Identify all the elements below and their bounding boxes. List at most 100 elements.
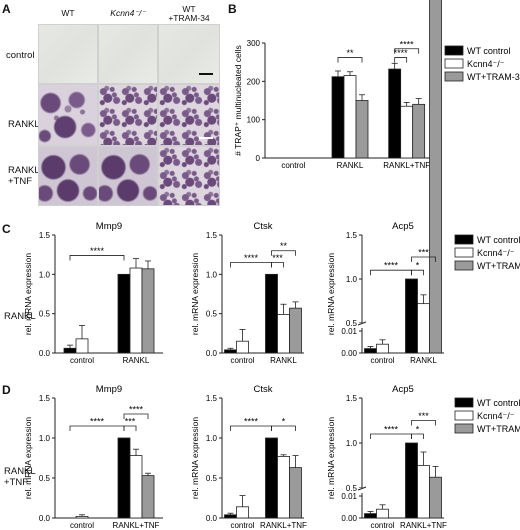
b-y-tick-label: 100: [247, 116, 261, 125]
b-sig-label: ****: [394, 48, 409, 58]
scale-bar: [199, 137, 213, 139]
b-sig-label: **: [346, 48, 354, 58]
c-legend-swatch: [454, 247, 474, 258]
d-mmp9-bar: [117, 437, 131, 519]
c-ctsk-bar: [289, 307, 302, 354]
row-label-rankl: RANKL: [8, 119, 40, 130]
d-legend-swatch: [454, 397, 474, 408]
c-ctsk-x-tick-label: RANKL: [270, 356, 297, 365]
c-mmp9-y-tick-label: 0.5: [39, 310, 51, 319]
panel-letter-b: B: [228, 2, 237, 16]
panel-letter-d: D: [2, 383, 11, 397]
c-acp5-x-tick-label: RANKL: [410, 356, 437, 365]
micrograph-wt-rankl: [38, 84, 98, 146]
d-mmp9-y-tick-label: 1.0: [39, 434, 51, 443]
c-legend-swatch: [454, 260, 474, 271]
d-legend-swatch: [454, 410, 474, 421]
c-mmp9-title: Mmp9: [96, 221, 122, 232]
d-mmp9-sig-label: ****: [90, 417, 105, 427]
b-bar: [331, 76, 345, 159]
c-ctsk-title: Ctsk: [254, 221, 273, 232]
d-mmp9-sig-bracket: [69, 425, 125, 431]
col-title-kcnn4: Kcnn4⁻/⁻: [110, 8, 146, 18]
c-mmp9-y-tick-label: 0.0: [39, 349, 51, 358]
d-ctsk-bar: [224, 514, 237, 519]
b-sig-bracket: [337, 57, 363, 63]
d-acp5-axis-break: [359, 488, 365, 493]
c-mmp9-x-tick-label: RANKL: [123, 356, 150, 365]
b-legend-swatch: [444, 58, 464, 69]
d-ctsk-y-tick-label: 1.0: [206, 434, 218, 443]
c-ctsk-sig-bracket: [271, 250, 296, 256]
c-mmp9-y-tick-label: 1.5: [39, 231, 51, 240]
d-mmp9-sig-bracket: [123, 413, 149, 419]
row-label-d: RANKL +TNF: [4, 466, 36, 488]
d-acp5-bar: [405, 442, 418, 519]
d-ctsk-sig-bracket: [230, 425, 272, 431]
c-legend-label: WT+TRAM-34: [477, 261, 520, 271]
c-ctsk-x-tick-label: control: [230, 356, 254, 365]
d-mmp9-y-tick-label: 0.5: [39, 474, 51, 483]
row-label-c: RANKL: [4, 311, 36, 322]
d-acp5-sig-bracket: [411, 420, 436, 426]
micrograph-kcnn4-control: [98, 24, 158, 84]
d-acp5-title: Acp5: [392, 384, 414, 395]
c-ctsk-bar: [236, 340, 249, 354]
c-legend-swatch: [454, 234, 474, 245]
c-acp5-axis-break-mark: [357, 321, 367, 326]
c-ctsk-bar: [265, 273, 278, 354]
c-acp5-bar: [405, 278, 418, 354]
c-acp5-bar: [429, 0, 442, 354]
c-legend-label: Kcnn4⁻/⁻: [477, 248, 515, 258]
c-acp5-sig-label: *: [416, 261, 420, 271]
d-ctsk-y-tick-label: 0.5: [206, 474, 218, 483]
d-acp5-y-tick-label: 0.00: [341, 514, 357, 523]
d-ctsk-y-label: rel. mRNA expression: [190, 417, 200, 499]
c-mmp9-x-tick-label: control: [70, 356, 94, 365]
b-legend-label: WT+TRAM-34: [467, 72, 520, 82]
scale-bar: [199, 73, 213, 75]
b-sig-bracket: [394, 48, 420, 54]
b-legend-swatch: [444, 71, 464, 82]
c-mmp9-y-tick-label: 1.0: [39, 270, 51, 279]
d-legend-label: WT+TRAM-34: [477, 424, 520, 434]
d-acp5-x-tick-label: RANKL+TNF: [400, 521, 447, 530]
c-ctsk-sig-label: **: [280, 241, 288, 251]
c-mmp9-bar: [129, 267, 143, 354]
c-acp5-sig-bracket: [370, 269, 412, 276]
row-label-control: control: [6, 50, 35, 61]
c-acp5-bar: [417, 303, 430, 354]
d-ctsk-sig-bracket: [271, 425, 296, 431]
panel-letter-a: A: [2, 2, 11, 16]
d-mmp9-sig-label: ***: [125, 417, 136, 427]
d-ctsk-x-tick-label: control: [230, 521, 254, 530]
d-legend-label: WT control: [477, 398, 520, 408]
micrograph-tram34-rankl-tnf: [158, 146, 220, 206]
d-legend-label: Kcnn4⁻/⁻: [477, 411, 515, 421]
c-mmp9-bar: [141, 268, 155, 354]
d-legend-swatch: [454, 423, 474, 434]
b-bar: [355, 100, 369, 159]
d-acp5-y-tick-label: 1.0: [346, 439, 358, 448]
c-acp5-y-tick-label: 0.01: [341, 327, 357, 336]
d-acp5-y-label: rel. mRNA expression: [326, 417, 336, 499]
b-legend-label: Kcnn4⁻/⁻: [467, 59, 505, 69]
d-ctsk-title: Ctsk: [254, 384, 273, 395]
d-acp5-sig-label: ***: [418, 411, 429, 421]
b-y-tick-label: 200: [247, 77, 261, 86]
c-mmp9-y-label: rel. mRNA expression: [23, 253, 33, 335]
c-legend-label: WT control: [477, 235, 520, 245]
micrograph-tram34-rankl: [158, 84, 220, 146]
d-ctsk-bar: [289, 467, 302, 519]
d-ctsk-sig-label: ****: [244, 417, 259, 427]
b-bar: [388, 68, 402, 159]
c-ctsk-sig-label: ****: [244, 253, 259, 263]
b-x-tick-label: RANKL+TNF: [383, 161, 430, 170]
c-ctsk-y-tick-label: 1.0: [206, 270, 218, 279]
c-ctsk-y-tick-label: 1.5: [206, 231, 218, 240]
c-acp5-sig-label: ***: [418, 248, 429, 258]
b-sig-bracket: [394, 57, 408, 63]
b-y-label: # TRAP⁺ multinucleated cells: [233, 45, 243, 156]
